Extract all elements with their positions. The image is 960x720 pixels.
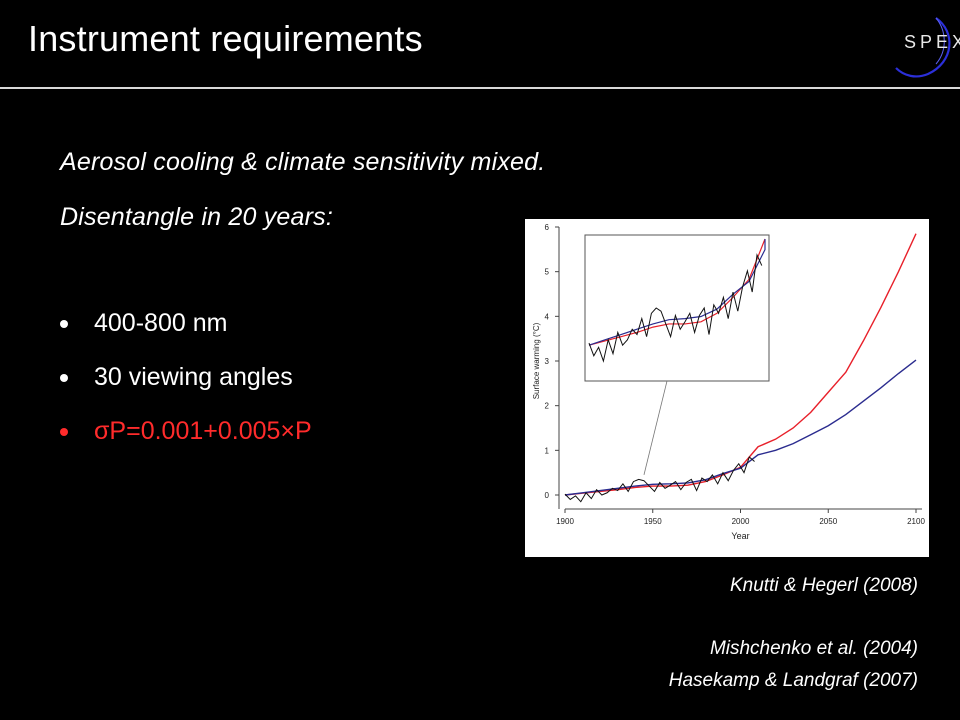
inset-series-line — [588, 239, 766, 346]
inset-series-line — [588, 253, 763, 363]
warming-chart: 1900 1950 2000 2050 2100 0 1 2 3 4 5 6 Year Surface w… — [525, 219, 929, 557]
spex-logo-icon — [895, 17, 951, 78]
series-line — [564, 456, 755, 503]
x-tick-label: 1900 — [556, 517, 574, 526]
reference-knutti: Knutti & Hegerl (2008) — [730, 575, 918, 596]
title-divider — [0, 87, 960, 89]
chart-svg: 1900 1950 2000 2050 2100 0 1 2 3 4 5 6 Year Surface w… — [532, 223, 925, 541]
subtitle-line-1: Aerosol cooling & climate sensitivity mi… — [60, 148, 546, 176]
y-tick-label: 2 — [545, 402, 550, 411]
bullet-text: σP=0.001+0.005×P — [94, 417, 312, 445]
bullet-item: σP=0.001+0.005×P — [60, 413, 312, 467]
inset-frame — [584, 234, 770, 382]
x-tick-label: 1950 — [644, 517, 662, 526]
x-tick-label: 2000 — [732, 517, 750, 526]
y-tick-label: 0 — [545, 491, 550, 500]
slide-title: Instrument requirements — [28, 18, 423, 59]
inset-connector — [643, 380, 668, 475]
y-tick-label: 4 — [545, 312, 550, 321]
reference-mishchenko: Mishchenko et al. (2004) — [709, 638, 918, 659]
subtitle-line-2: Disentangle in 20 years: — [60, 203, 334, 231]
bullet-text: 400-800 nm — [94, 309, 228, 337]
inset-series-line — [588, 238, 766, 346]
reference-hasekamp: Hasekamp & Landgraf (2007) — [668, 670, 918, 691]
logo-text: SPEX — [904, 32, 960, 52]
y-tick-label: 5 — [545, 268, 550, 277]
x-tick-label: 2050 — [819, 517, 837, 526]
bullet-item: 400-800 nm — [60, 305, 312, 359]
y-tick-label: 1 — [545, 446, 550, 455]
bullet-item: 30 viewing angles — [60, 359, 312, 413]
x-axis-label: Year — [731, 531, 749, 541]
y-tick-label: 6 — [545, 223, 550, 232]
bullet-dot-icon — [60, 374, 68, 382]
bullet-list: 400-800 nm 30 viewing angles σP=0.001+0.… — [60, 305, 312, 467]
bullet-text: 30 viewing angles — [94, 363, 293, 391]
bullet-dot-icon — [60, 320, 68, 328]
y-axis-label: Surface warming (°C) — [532, 322, 541, 399]
series-line — [564, 359, 917, 496]
bullet-dot-icon — [60, 428, 68, 436]
y-tick-label: 3 — [545, 357, 550, 366]
x-tick-label: 2100 — [907, 517, 925, 526]
